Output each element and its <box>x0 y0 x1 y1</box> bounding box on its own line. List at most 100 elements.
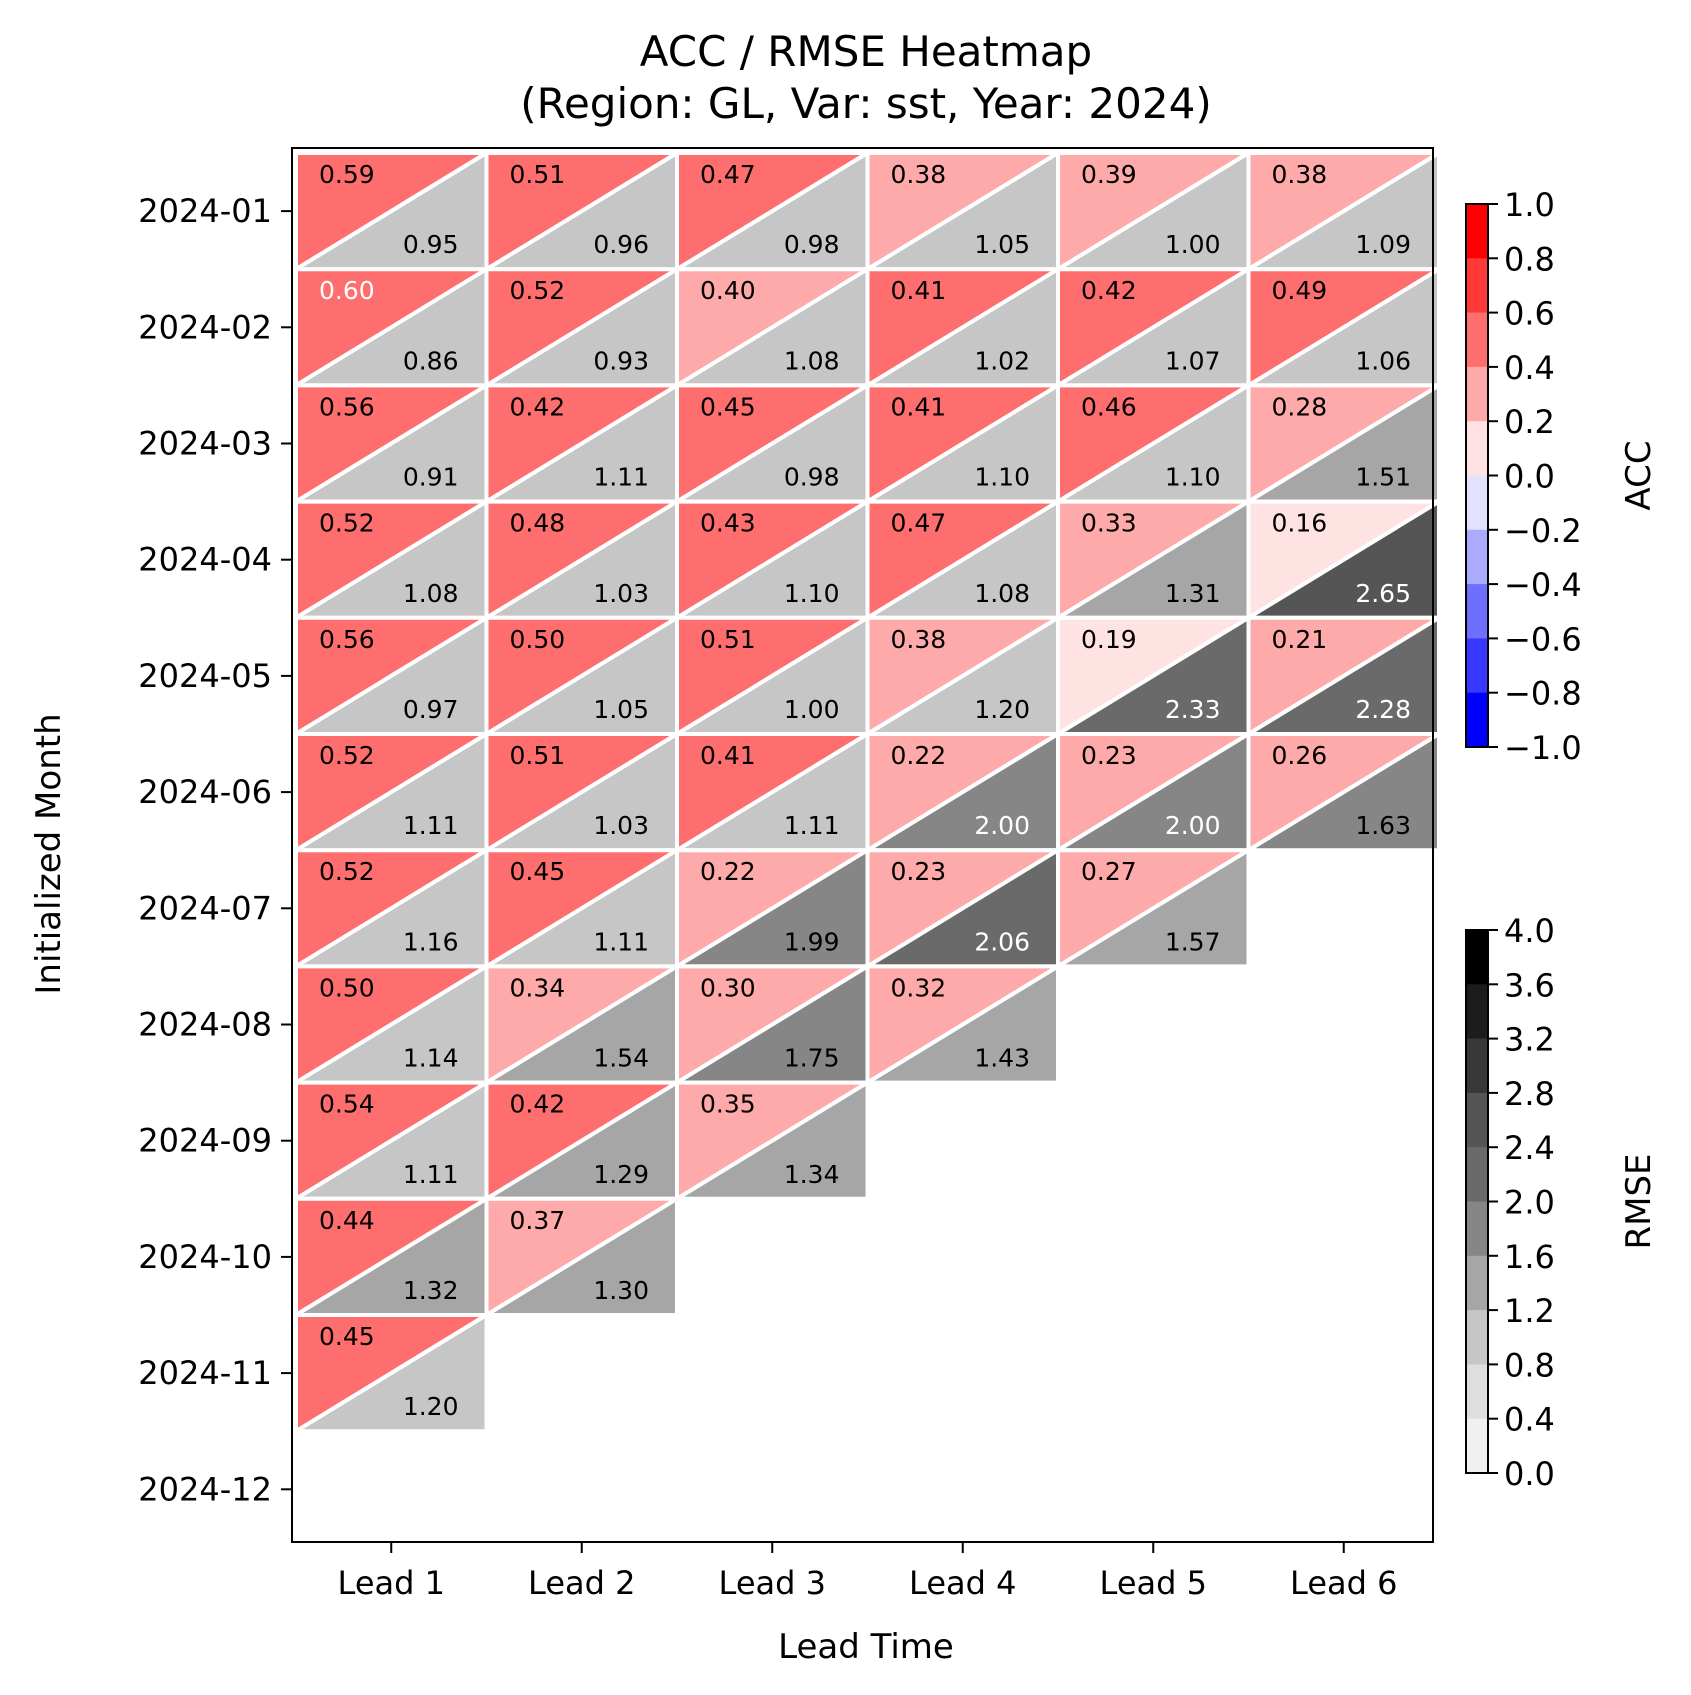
acc-value-label: 0.39 <box>1081 160 1137 189</box>
acc-value-label: 0.44 <box>319 1206 375 1235</box>
y-tick-label: 2024-06 <box>138 773 272 811</box>
rmse-value-label: 1.10 <box>1165 463 1221 492</box>
acc-value-label: 0.52 <box>319 509 375 538</box>
acc-value-label: 0.47 <box>891 509 947 538</box>
acc-value-label: 0.59 <box>319 160 375 189</box>
rmse-value-label: 1.02 <box>974 346 1030 375</box>
colorbar-band <box>1466 1255 1488 1311</box>
rmse-value-label: 1.03 <box>593 579 649 608</box>
rmse-value-label: 2.00 <box>1165 811 1221 840</box>
acc-value-label: 0.35 <box>700 1090 756 1119</box>
acc-value-label: 0.45 <box>700 392 756 421</box>
rmse-value-label: 1.10 <box>974 463 1030 492</box>
rmse-value-label: 2.06 <box>974 927 1030 956</box>
acc-value-label: 0.38 <box>891 625 947 654</box>
colorbar-tick-label: 2.8 <box>1504 1075 1555 1113</box>
rmse-value-label: 2.28 <box>1355 695 1411 724</box>
rmse-value-label: 2.33 <box>1165 695 1221 724</box>
acc-value-label: 0.51 <box>510 160 566 189</box>
colorbar-tick-label: −1.0 <box>1504 729 1582 767</box>
colorbar-tick-label: 0.4 <box>1504 349 1555 387</box>
rmse-value-label: 0.91 <box>403 463 459 492</box>
colorbar-band <box>1466 366 1488 422</box>
rmse-value-label: 1.00 <box>1165 230 1221 259</box>
acc-value-label: 0.28 <box>1272 392 1328 421</box>
rmse-value-label: 1.10 <box>784 579 840 608</box>
acc-value-label: 0.23 <box>891 857 947 886</box>
plot-frame <box>291 147 1434 1543</box>
rmse-value-label: 1.05 <box>974 230 1030 259</box>
acc-value-label: 0.50 <box>319 973 375 1002</box>
colorbar-band <box>1466 421 1488 477</box>
rmse-value-label: 1.11 <box>403 1160 459 1189</box>
rmse-value-label: 0.86 <box>403 346 459 375</box>
colorbar-band <box>1466 984 1488 1040</box>
acc-value-label: 0.60 <box>319 276 375 305</box>
rmse-value-label: 1.11 <box>593 927 649 956</box>
acc-value-label: 0.33 <box>1081 509 1137 538</box>
acc-value-label: 0.52 <box>319 857 375 886</box>
acc-value-label: 0.22 <box>891 741 947 770</box>
acc-value-label: 0.52 <box>319 741 375 770</box>
acc-value-label: 0.34 <box>510 973 566 1002</box>
acc-value-label: 0.42 <box>1081 276 1137 305</box>
acc-value-label: 0.27 <box>1081 857 1137 886</box>
acc-value-label: 0.42 <box>510 392 566 421</box>
y-tick-label: 2024-10 <box>138 1238 272 1276</box>
acc-value-label: 0.54 <box>319 1090 375 1119</box>
acc-value-label: 0.45 <box>319 1322 375 1351</box>
rmse-value-label: 1.08 <box>974 579 1030 608</box>
y-tick-label: 2024-02 <box>138 308 272 346</box>
acc-value-label: 0.41 <box>891 276 947 305</box>
colorbar-band <box>1466 529 1488 585</box>
acc-value-label: 0.37 <box>510 1206 566 1235</box>
colorbar-tick-label: 1.0 <box>1504 186 1555 224</box>
colorbar-tick-label: −0.2 <box>1504 512 1582 550</box>
rmse-triangle <box>479 1195 679 1317</box>
rmse-value-label: 1.20 <box>403 1392 459 1421</box>
x-axis-label: Lead Time <box>778 1627 954 1667</box>
rmse-value-label: 0.95 <box>403 230 459 259</box>
acc-value-label: 0.47 <box>700 160 756 189</box>
rmse-value-label: 1.06 <box>1355 346 1411 375</box>
colorbar-tick-label: 1.6 <box>1504 1238 1555 1276</box>
y-tick-label: 2024-04 <box>138 541 272 579</box>
rmse-value-label: 1.08 <box>403 579 459 608</box>
rmse-value-label: 1.00 <box>784 695 840 724</box>
x-tick-label: Lead 5 <box>1100 1564 1207 1602</box>
acc-value-label: 0.23 <box>1081 741 1137 770</box>
acc-value-label: 0.48 <box>510 509 566 538</box>
colorbar-band <box>1466 1364 1488 1420</box>
acc-value-label: 0.38 <box>1272 160 1328 189</box>
colorbar-tick-label: −0.8 <box>1504 675 1582 713</box>
y-tick-label: 2024-08 <box>138 1006 272 1044</box>
colorbar-band <box>1466 638 1488 694</box>
x-tick-label: Lead 6 <box>1290 1564 1397 1602</box>
rmse-value-label: 0.98 <box>784 463 840 492</box>
rmse-value-label: 1.31 <box>1165 579 1221 608</box>
colorbar-band <box>1466 204 1488 259</box>
colorbar-tick-label: 1.2 <box>1504 1292 1555 1330</box>
colorbar-tick-label: 0.6 <box>1504 295 1555 333</box>
rmse-value-label: 1.75 <box>784 1044 840 1073</box>
colorbar-tick-label: 2.4 <box>1504 1129 1555 1167</box>
colorbars: 1.0 0.8 0.6 0.4 0.2 0.0 −0.2 −0.4 −0.6 −0.8 −1.0 AC… <box>1465 186 1659 1493</box>
rmse-value-label: 1.16 <box>403 927 459 956</box>
colorbar-tick-label: 3.2 <box>1504 1021 1555 1059</box>
colorbar-tick-label: 0.8 <box>1504 240 1555 278</box>
rmse-value-label: 1.34 <box>784 1160 840 1189</box>
acc-value-label: 0.26 <box>1272 741 1328 770</box>
colorbar-tick-label: 0.4 <box>1504 1401 1555 1439</box>
y-tick-label: 2024-09 <box>138 1122 272 1160</box>
colorbar-band <box>1466 692 1488 748</box>
y-axis-ticks: 2024-01 2024-02 2024-03 2024-04 2024-05 2024-… <box>138 192 292 1508</box>
colorbar-tick-label: 0.2 <box>1504 403 1555 441</box>
colorbar-band <box>1466 475 1488 531</box>
y-tick-label: 2024-05 <box>138 657 272 695</box>
rmse-triangle <box>1050 846 1251 969</box>
acc-value-label: 0.41 <box>700 741 756 770</box>
chart-subtitle: (Region: GL, Var: sst, Year: 2024) <box>520 79 1211 128</box>
rmse-value-label: 1.30 <box>593 1276 649 1305</box>
rmse-value-label: 1.32 <box>403 1276 459 1305</box>
colorbar-band <box>1466 930 1488 985</box>
